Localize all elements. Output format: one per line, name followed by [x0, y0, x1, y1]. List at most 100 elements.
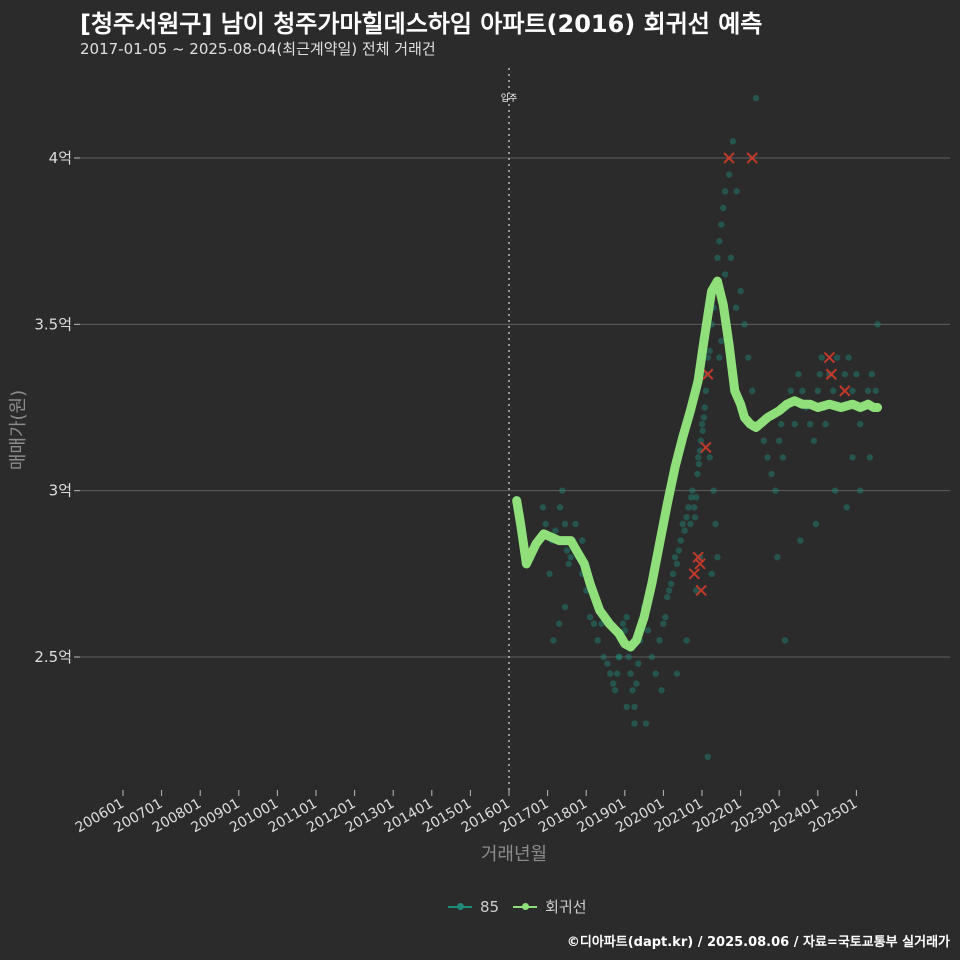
cancelled-stroke — [723, 152, 735, 164]
cancelled-mark — [695, 584, 707, 597]
data-point — [683, 637, 690, 644]
data-point — [671, 554, 679, 561]
data-point — [857, 487, 864, 494]
x-axis-ticks: 2006012007012008012009012010012011012012… — [73, 790, 860, 836]
data-point — [623, 703, 630, 711]
data-point — [718, 221, 725, 228]
data-point — [644, 627, 652, 634]
data-point — [606, 670, 614, 677]
data-point — [623, 613, 630, 621]
data-point — [818, 354, 825, 361]
data-point — [720, 204, 727, 212]
data-point — [629, 687, 636, 694]
data-point — [615, 653, 623, 661]
data-point — [787, 387, 794, 395]
data-point — [791, 420, 798, 428]
data-point — [768, 470, 775, 478]
data-point — [872, 387, 879, 395]
data-point — [830, 387, 837, 395]
data-point — [691, 504, 698, 511]
data-point — [874, 321, 881, 328]
data-point — [777, 420, 785, 428]
data-point — [565, 560, 573, 568]
data-point — [563, 547, 571, 554]
cancelled-stroke — [688, 568, 700, 580]
data-point — [687, 494, 695, 501]
cancelled-mark — [700, 441, 712, 454]
data-point — [673, 560, 681, 568]
data-point — [708, 570, 715, 578]
cancelled-stroke — [694, 558, 706, 570]
data-point — [729, 138, 737, 145]
legend-points-icon — [448, 898, 472, 916]
data-point — [615, 653, 623, 661]
data-point — [689, 487, 696, 494]
data-point — [864, 387, 872, 395]
move-in-label: 입주 — [501, 92, 518, 104]
data-point — [567, 554, 574, 561]
legend-item-regression[interactable]: 회귀선 — [513, 896, 587, 917]
data-point — [737, 287, 744, 295]
data-point — [712, 520, 719, 528]
data-point — [658, 687, 665, 694]
cancelled-stroke — [825, 368, 838, 380]
data-point — [760, 437, 767, 444]
data-point — [694, 470, 701, 478]
data-point — [718, 337, 725, 345]
data-point — [748, 387, 756, 395]
scatter-points — [539, 94, 881, 760]
data-point — [662, 613, 669, 621]
cancelled-mark — [823, 351, 836, 364]
data-point — [814, 387, 821, 395]
data-point — [619, 620, 627, 627]
y-axis-label: 매매가(원) — [8, 390, 29, 470]
cancelled-stroke — [695, 584, 707, 597]
data-point — [691, 514, 699, 521]
data-point — [752, 94, 760, 102]
data-point — [590, 620, 598, 627]
data-point — [610, 680, 617, 687]
data-point — [683, 514, 690, 521]
data-point — [714, 254, 721, 261]
data-point — [706, 454, 713, 461]
data-point — [579, 537, 586, 544]
legend-line-icon — [513, 898, 538, 916]
grid-lines — [80, 157, 950, 658]
data-point — [716, 354, 723, 361]
data-point — [675, 547, 683, 554]
data-point — [841, 371, 849, 378]
cancelled-mark — [688, 568, 700, 580]
chart-subtitle: 2017-01-05 ~ 2025-08-04(최근계약일) 전체 거래건 — [80, 40, 436, 58]
data-point — [693, 494, 700, 501]
data-point — [679, 520, 686, 528]
data-point — [725, 171, 733, 178]
cancelled-mark — [825, 368, 838, 380]
data-point — [611, 687, 619, 694]
data-point — [677, 537, 684, 544]
data-point — [627, 670, 634, 677]
cancelled-stroke — [839, 385, 851, 397]
legend-item-85[interactable]: 85 — [448, 898, 499, 916]
cancelled-stroke — [700, 441, 712, 454]
data-point — [710, 487, 717, 494]
y-tick-label: 3억 — [49, 482, 72, 500]
data-point — [795, 371, 802, 378]
data-point — [702, 387, 710, 395]
data-point — [542, 520, 549, 528]
data-point — [613, 670, 621, 677]
legend-label-regression: 회귀선 — [545, 898, 587, 916]
data-point — [843, 504, 850, 511]
cancelled-stroke — [692, 551, 704, 563]
cancelled-stroke — [746, 152, 758, 164]
data-point — [849, 454, 856, 461]
data-point — [586, 613, 594, 621]
move-in-annotation: 입주 — [501, 68, 518, 790]
data-point — [594, 637, 601, 644]
data-point — [853, 371, 860, 378]
legend: 85 회귀선 — [448, 896, 601, 917]
data-point — [776, 437, 783, 444]
data-point — [721, 188, 729, 195]
regression-line-group — [512, 276, 883, 652]
data-point — [694, 454, 702, 461]
